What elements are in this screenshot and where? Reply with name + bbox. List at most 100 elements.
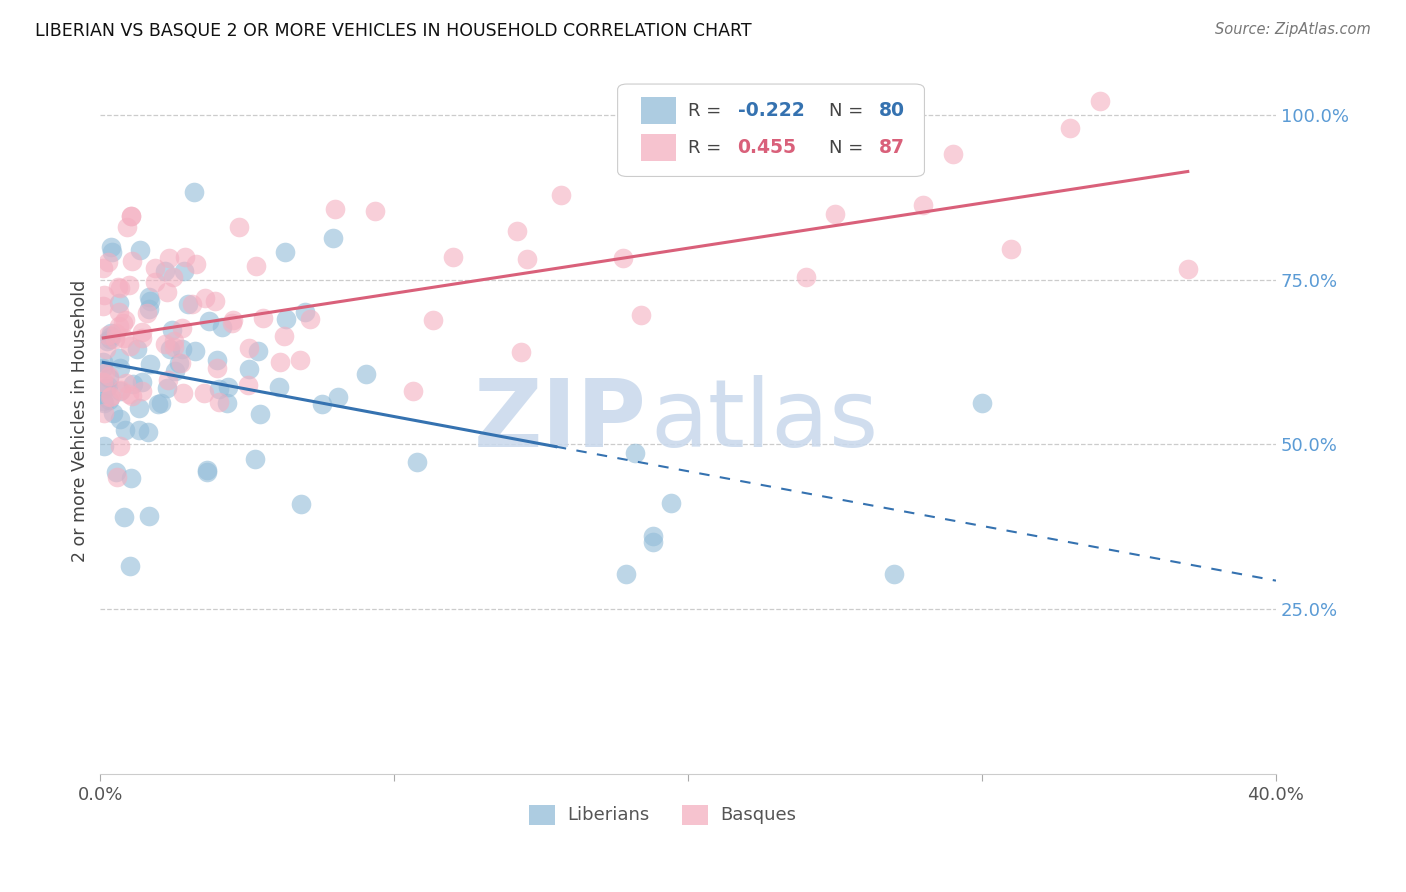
Point xyxy=(98,392,121,407)
Point xyxy=(243,451,266,466)
Point xyxy=(942,147,965,161)
Point xyxy=(1059,120,1081,135)
Point xyxy=(184,344,207,359)
Point xyxy=(273,329,295,343)
Point xyxy=(156,373,179,387)
Point xyxy=(105,465,128,479)
Point xyxy=(101,406,124,420)
Point xyxy=(93,288,115,302)
Point xyxy=(114,313,136,327)
Point xyxy=(204,293,226,308)
Text: LIBERIAN VS BASQUE 2 OR MORE VEHICLES IN HOUSEHOLD CORRELATION CHART: LIBERIAN VS BASQUE 2 OR MORE VEHICLES IN… xyxy=(35,22,752,40)
Point xyxy=(105,326,128,340)
Text: 87: 87 xyxy=(879,138,904,157)
Point xyxy=(121,389,143,403)
Y-axis label: 2 or more Vehicles in Household: 2 or more Vehicles in Household xyxy=(72,280,89,562)
Point xyxy=(159,252,181,266)
Point xyxy=(143,260,166,275)
Point xyxy=(150,395,173,409)
Point xyxy=(211,319,233,334)
Point xyxy=(136,425,159,439)
Point xyxy=(170,356,193,370)
Text: Liberians: Liberians xyxy=(567,806,650,824)
Point xyxy=(93,439,115,453)
Point xyxy=(120,471,142,485)
Point xyxy=(107,305,129,319)
Point xyxy=(128,401,150,415)
Point xyxy=(238,362,260,376)
Point xyxy=(506,223,529,237)
Point xyxy=(100,326,122,341)
Point xyxy=(288,353,311,368)
Point xyxy=(173,250,195,264)
Point xyxy=(91,355,114,369)
Point xyxy=(183,185,205,199)
Point xyxy=(100,240,122,254)
Point xyxy=(105,470,128,484)
Point xyxy=(93,396,115,410)
Text: 80: 80 xyxy=(879,102,904,120)
Point xyxy=(136,306,159,320)
Point xyxy=(364,204,387,219)
Point xyxy=(824,207,846,221)
Point xyxy=(96,342,118,356)
Text: N =: N = xyxy=(830,102,869,120)
Point xyxy=(970,395,993,409)
Point xyxy=(406,455,429,469)
Point xyxy=(217,395,239,409)
Point xyxy=(100,329,122,343)
Point xyxy=(274,312,297,326)
Point xyxy=(128,244,150,258)
Point xyxy=(641,534,664,549)
Point xyxy=(146,397,169,411)
Point xyxy=(326,390,349,404)
Text: Basques: Basques xyxy=(720,806,796,824)
Point xyxy=(107,279,129,293)
Point xyxy=(1177,262,1199,277)
Point xyxy=(97,327,120,342)
Point xyxy=(121,377,143,392)
Point xyxy=(883,567,905,582)
Point xyxy=(402,384,425,398)
Point xyxy=(659,495,682,509)
Point xyxy=(153,337,176,351)
Point xyxy=(221,317,243,331)
Point xyxy=(131,375,153,389)
Point xyxy=(612,251,634,265)
Point xyxy=(131,325,153,339)
Point xyxy=(120,209,142,223)
Point xyxy=(246,344,269,359)
Point xyxy=(110,383,132,397)
Point xyxy=(274,245,297,260)
Point xyxy=(208,395,231,409)
Point xyxy=(159,343,181,357)
Point xyxy=(98,332,121,346)
Point xyxy=(120,339,142,353)
Bar xyxy=(682,805,709,825)
Point xyxy=(118,387,141,401)
Point xyxy=(222,313,245,327)
Point xyxy=(108,384,131,399)
FancyBboxPatch shape xyxy=(617,84,925,177)
Point xyxy=(108,318,131,333)
Point xyxy=(115,376,138,390)
Point xyxy=(228,219,250,234)
Point xyxy=(299,312,322,326)
Point xyxy=(108,280,131,294)
Text: N =: N = xyxy=(830,138,869,156)
Point xyxy=(100,389,122,403)
Point xyxy=(138,290,160,304)
Point xyxy=(290,497,312,511)
Point xyxy=(120,558,142,573)
Point xyxy=(516,252,538,266)
Point xyxy=(205,352,228,367)
Point xyxy=(322,230,344,244)
Point xyxy=(97,379,120,393)
Point xyxy=(98,370,121,384)
Bar xyxy=(641,134,676,161)
Point xyxy=(323,202,346,216)
Point xyxy=(217,380,239,394)
Point xyxy=(128,423,150,437)
Point xyxy=(108,439,131,453)
Point xyxy=(252,311,274,326)
